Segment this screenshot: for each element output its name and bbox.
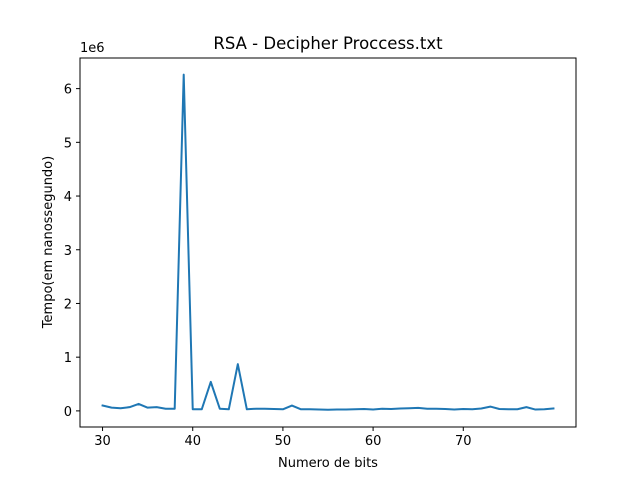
plot-area: 30 40 50 60 70 0 1 2 3 4 5 6 — [64, 57, 577, 449]
y-tick-label: 5 — [64, 136, 72, 151]
y-tick-label: 2 — [64, 297, 72, 312]
chart-title: RSA - Decipher Proccess.txt — [213, 34, 443, 53]
x-tick-label: 50 — [275, 434, 292, 449]
y-offset-label: 1e6 — [80, 41, 105, 56]
y-tick-label: 0 — [64, 405, 72, 420]
y-tick-label: 6 — [64, 83, 72, 98]
y-tick-label: 3 — [64, 244, 72, 259]
x-axis-label: Numero de bits — [278, 456, 378, 471]
x-tick-label: 70 — [455, 434, 472, 449]
series-line-0 — [101, 73, 555, 411]
x-tick-label: 60 — [365, 434, 382, 449]
y-tick-label: 4 — [64, 190, 72, 205]
x-tick-label: 40 — [184, 434, 201, 449]
axes-frame — [79, 57, 577, 428]
x-tick-label: 30 — [94, 434, 111, 449]
y-tick-label: 1 — [64, 351, 72, 366]
y-axis-label: Tempo(em nanossegundo) — [41, 156, 56, 329]
